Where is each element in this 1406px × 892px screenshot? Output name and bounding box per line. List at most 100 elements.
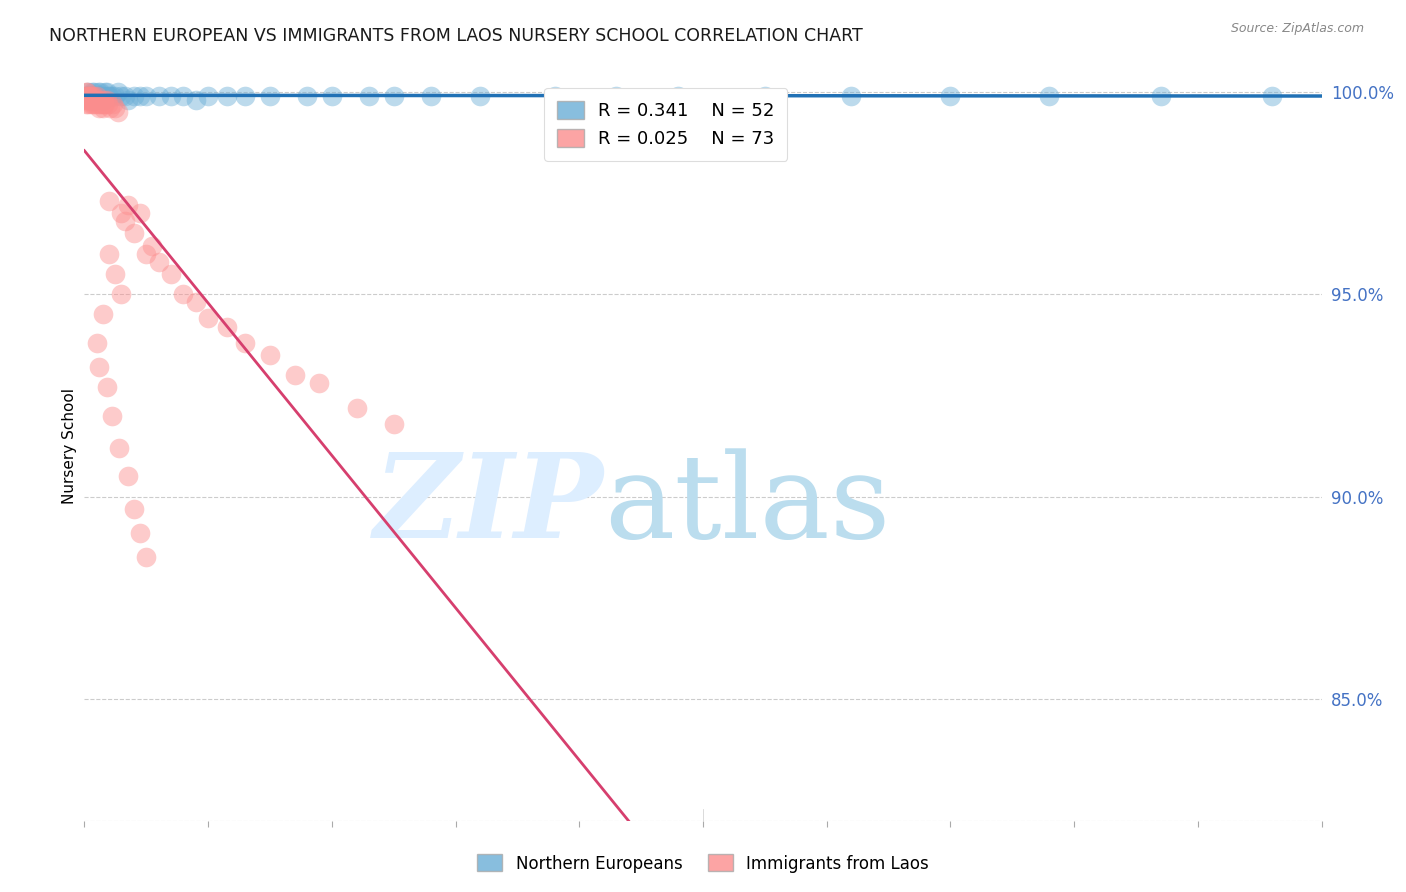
Point [184, 93, 207, 107]
Point [129, 88, 152, 103]
Point [754, 88, 776, 103]
Point [104, 267, 127, 281]
Point [135, 88, 157, 103]
Point [75, 88, 97, 103]
Point [160, 267, 183, 281]
Point [197, 88, 219, 103]
Point [104, 101, 127, 115]
Point [94, 96, 117, 111]
Point [259, 348, 281, 362]
Point [98, 101, 121, 115]
Point [79, 88, 101, 103]
Point [419, 88, 441, 103]
Point [82, 88, 104, 103]
Point [382, 417, 405, 431]
Point [110, 287, 132, 301]
Point [86, 88, 108, 103]
Point [543, 88, 565, 103]
Point [107, 104, 129, 119]
Point [284, 368, 307, 383]
Point [110, 88, 132, 103]
Point [77, 93, 100, 107]
Point [76, 88, 98, 103]
Point [117, 93, 139, 107]
Point [90, 88, 112, 103]
Point [89, 96, 111, 111]
Point [84, 93, 107, 107]
Point [357, 88, 380, 103]
Point [97, 96, 120, 111]
Point [87, 96, 110, 111]
Point [82, 93, 104, 107]
Point [75, 96, 97, 111]
Point [82, 96, 104, 111]
Point [1261, 88, 1284, 103]
Point [93, 88, 115, 103]
Point [233, 335, 256, 350]
Point [79, 88, 101, 103]
Point [75, 85, 97, 99]
Point [197, 311, 219, 326]
Point [89, 359, 111, 374]
Point [172, 88, 194, 103]
Point [91, 307, 114, 321]
Point [76, 88, 98, 103]
Point [83, 85, 105, 99]
Point [135, 550, 157, 565]
Point [79, 93, 101, 107]
Point [117, 469, 139, 483]
Point [110, 206, 132, 220]
Point [98, 246, 121, 260]
Point [233, 88, 256, 103]
Y-axis label: Nursery School: Nursery School [62, 388, 77, 504]
Point [84, 96, 107, 111]
Point [97, 88, 120, 103]
Point [87, 85, 110, 99]
Point [86, 88, 108, 103]
Point [666, 88, 689, 103]
Point [83, 88, 105, 103]
Point [841, 88, 863, 103]
Point [215, 319, 238, 334]
Point [79, 93, 101, 107]
Point [94, 85, 117, 99]
Point [939, 88, 962, 103]
Point [93, 93, 115, 107]
Point [107, 85, 129, 99]
Point [89, 85, 111, 99]
Point [117, 198, 139, 212]
Point [86, 93, 108, 107]
Legend: Northern Europeans, Immigrants from Laos: Northern Europeans, Immigrants from Laos [471, 847, 935, 880]
Point [76, 85, 98, 99]
Point [215, 88, 238, 103]
Point [100, 88, 122, 103]
Point [75, 93, 97, 107]
Point [135, 246, 157, 260]
Text: NORTHERN EUROPEAN VS IMMIGRANTS FROM LAOS NURSERY SCHOOL CORRELATION CHART: NORTHERN EUROPEAN VS IMMIGRANTS FROM LAO… [49, 27, 863, 45]
Point [89, 93, 111, 107]
Point [89, 88, 111, 103]
Point [77, 96, 100, 111]
Point [184, 295, 207, 310]
Point [129, 526, 152, 541]
Point [346, 401, 368, 415]
Point [259, 88, 281, 103]
Point [79, 96, 101, 111]
Legend: R = 0.341    N = 52, R = 0.025    N = 73: R = 0.341 N = 52, R = 0.025 N = 73 [544, 88, 787, 161]
Point [80, 93, 103, 107]
Point [93, 96, 115, 111]
Point [96, 85, 118, 99]
Point [98, 88, 121, 103]
Point [122, 501, 145, 516]
Point [605, 88, 627, 103]
Text: atlas: atlas [605, 449, 890, 564]
Point [79, 88, 101, 103]
Point [84, 93, 107, 107]
Point [470, 88, 492, 103]
Point [382, 88, 405, 103]
Point [75, 88, 97, 103]
Point [77, 85, 100, 99]
Point [148, 88, 170, 103]
Point [98, 194, 121, 208]
Point [77, 88, 100, 103]
